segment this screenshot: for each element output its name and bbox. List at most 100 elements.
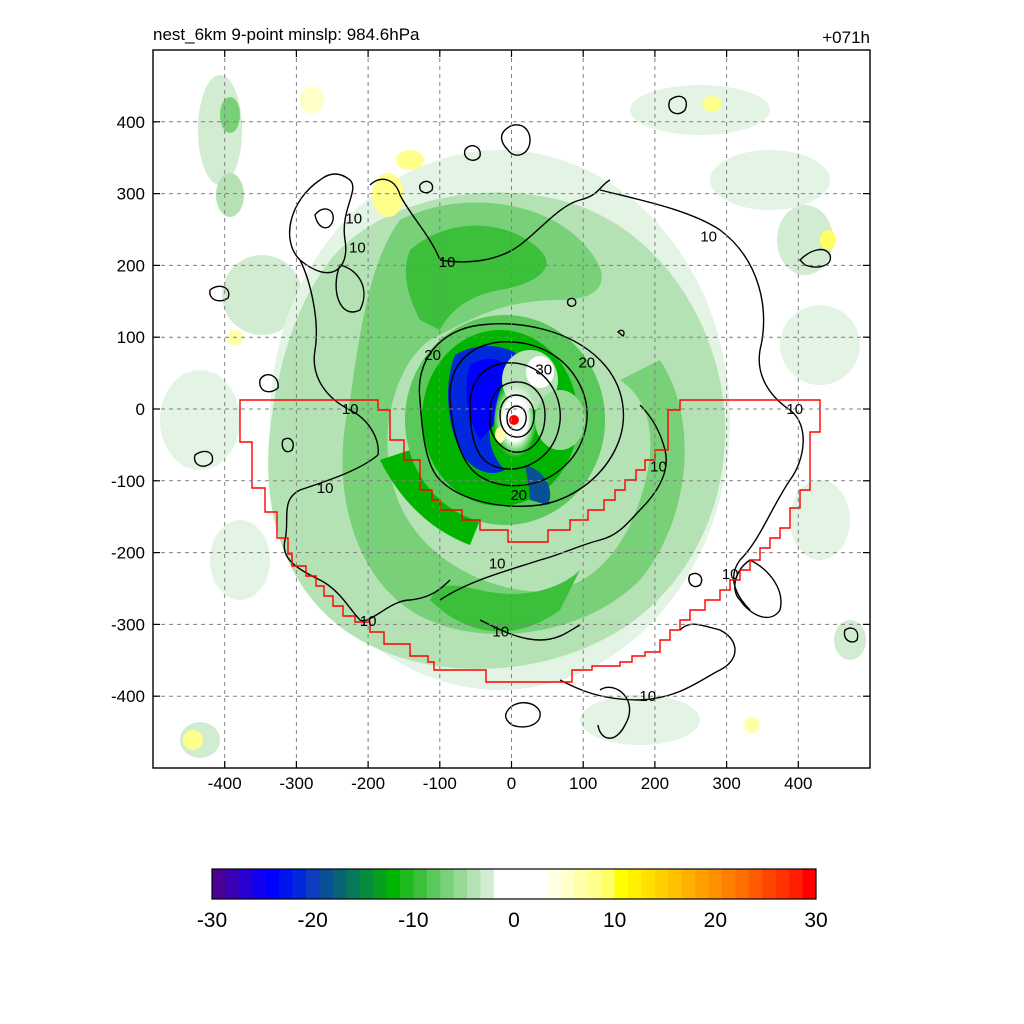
contour-label: 10 (349, 239, 366, 256)
colorbar-swatch (413, 869, 428, 899)
colorbar-swatch (373, 869, 387, 899)
colorbar-swatch (802, 869, 817, 899)
y-tick-label: -400 (111, 687, 145, 706)
x-tick-label: -100 (423, 774, 457, 793)
contour-label: 10 (317, 480, 334, 497)
colorbar-swatch (654, 869, 669, 899)
forecast-hour: +071h (822, 28, 870, 47)
contour-label: 10 (342, 401, 359, 418)
svg-text:20: 20 (578, 354, 595, 371)
colorbar-swatch (359, 869, 374, 899)
colorbar-swatch (467, 869, 481, 899)
storm-center-marker (509, 415, 519, 425)
y-tick-label: -300 (111, 615, 145, 634)
y-tick-label: 100 (117, 328, 145, 347)
y-axis: 400 300 200 100 0 -100 -200 -300 -400 (111, 113, 870, 706)
contour-label: 10 (639, 688, 656, 705)
y-tick-label: -100 (111, 472, 145, 491)
contour-lines (193, 95, 859, 739)
colorbar-label: 0 (508, 909, 520, 932)
chart-title: nest_6km 9-point minslp: 984.6hPa (153, 25, 420, 44)
svg-text:10: 10 (317, 480, 334, 497)
contour-label: 20 (510, 487, 527, 504)
svg-text:10: 10 (342, 401, 359, 418)
x-tick-label: 400 (784, 774, 812, 793)
colorbar-swatch (332, 869, 347, 899)
colorbar-swatch (601, 869, 616, 899)
nest-boundary (239, 399, 821, 683)
colorbar-swatch (453, 869, 468, 899)
svg-text:10: 10 (349, 239, 366, 256)
x-axis: -400 -300 -200 -100 0 100 200 300 400 (208, 50, 812, 793)
contour-label: 10 (786, 401, 803, 418)
colorbar-swatch (305, 869, 320, 899)
colorbar-swatch (587, 869, 602, 899)
colorbar-swatch (681, 869, 696, 899)
colorbar-swatch (493, 869, 508, 899)
x-tick-label: 300 (712, 774, 740, 793)
colorbar-swatch (614, 869, 629, 899)
colorbar-label: -20 (297, 909, 327, 932)
contour-label: 20 (578, 354, 595, 371)
colorbar-swatch (695, 869, 710, 899)
colorbar-swatch (292, 869, 307, 899)
contour-label: 10 (360, 613, 377, 630)
svg-text:10: 10 (492, 624, 509, 641)
colorbar-swatch (265, 869, 280, 899)
colorbar-swatch (628, 869, 643, 899)
colorbar-swatch (426, 869, 441, 899)
colorbar-swatch (641, 869, 656, 899)
x-tick-label: -200 (351, 774, 385, 793)
colorbar-swatch (279, 869, 294, 899)
colorbar-swatch (520, 869, 535, 899)
colorbar-label: -30 (197, 909, 227, 932)
x-tick-label: -300 (279, 774, 313, 793)
colorbar-swatch (762, 869, 777, 899)
contour-label: 10 (345, 211, 362, 228)
colorbar-swatch (560, 869, 575, 899)
y-tick-label: 300 (117, 185, 145, 204)
svg-text:10: 10 (786, 401, 803, 418)
colorbar-swatch (574, 869, 589, 899)
contour-labels: 10 10 10 10 20 30 20 10 10 20 10 10 10 10 10 10 10 (317, 211, 803, 705)
contour-label: 10 (700, 229, 717, 246)
colorbar-swatch (386, 869, 401, 899)
colorbar-swatch (225, 869, 240, 899)
svg-text:20: 20 (424, 347, 441, 364)
svg-text:30: 30 (535, 362, 552, 379)
svg-text:10: 10 (360, 613, 377, 630)
colorbar-frame (211, 868, 817, 900)
svg-text:10: 10 (700, 229, 717, 246)
plot-area: 10 10 10 10 20 30 20 10 10 20 10 10 10 10 10 10 10 (153, 50, 870, 768)
svg-text:10: 10 (722, 566, 739, 583)
contour-label: 10 (439, 254, 456, 271)
colorbar-swatch (735, 869, 750, 899)
contour-label: 10 (722, 566, 739, 583)
contour-label: 10 (650, 458, 667, 475)
colorbar: -30 -20 -10 0 10 20 30 (197, 868, 828, 932)
svg-text:10: 10 (439, 254, 456, 271)
contour-label: 10 (489, 555, 506, 572)
svg-text:20: 20 (510, 487, 527, 504)
colorbar-swatch (547, 869, 562, 899)
x-tick-label: 0 (507, 774, 516, 793)
colorbar-swatch (319, 869, 334, 899)
colorbar-swatch (722, 869, 736, 899)
svg-text:10: 10 (650, 458, 667, 475)
x-tick-label: 200 (641, 774, 669, 793)
colorbar-swatch (748, 869, 763, 899)
y-tick-label: 400 (117, 113, 145, 132)
colorbar-label: -10 (398, 909, 428, 932)
colorbar-swatch (480, 869, 495, 899)
colorbar-swatch (238, 869, 253, 899)
svg-text:10: 10 (345, 211, 362, 228)
contour-label: 10 (492, 624, 509, 641)
colorbar-swatch (789, 869, 804, 899)
colorbar-swatch (775, 869, 790, 899)
colorbar-swatch (252, 869, 267, 899)
colorbar-label: 10 (603, 909, 626, 932)
contour-label: 20 (424, 347, 441, 364)
colorbar-label: 20 (704, 909, 727, 932)
colorbar-swatch (708, 869, 723, 899)
